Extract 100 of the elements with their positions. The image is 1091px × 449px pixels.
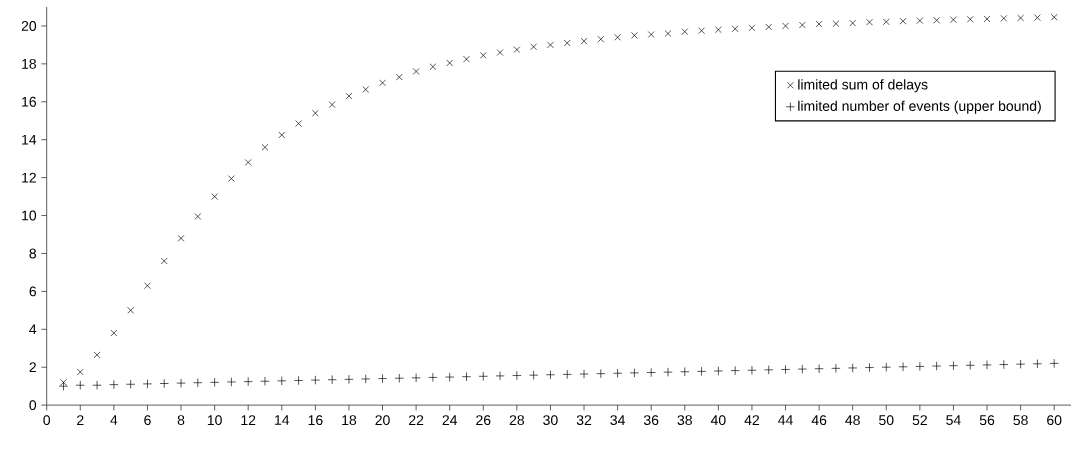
point — [915, 361, 925, 371]
point — [982, 360, 992, 370]
point — [193, 378, 203, 388]
legend-label: limited number of events (upper bound) — [798, 100, 1041, 114]
point — [226, 377, 237, 387]
point — [983, 15, 991, 23]
y-tick-label: 8 — [29, 248, 37, 259]
point — [765, 23, 773, 31]
point — [1032, 359, 1043, 369]
point — [596, 368, 606, 379]
point — [244, 159, 252, 166]
point — [698, 27, 705, 34]
x-tick-label: 56 — [979, 415, 995, 426]
point — [228, 175, 235, 182]
point — [815, 20, 823, 28]
x-tick-label: 18 — [342, 415, 357, 426]
point — [613, 368, 623, 378]
point — [848, 363, 858, 373]
point — [92, 380, 102, 390]
y-tick-label: 6 — [29, 286, 37, 297]
point — [831, 363, 841, 373]
point — [176, 378, 186, 388]
x-tick-label: 30 — [543, 415, 558, 426]
point — [730, 365, 740, 376]
point — [948, 361, 959, 371]
x-tick-label: 28 — [509, 415, 525, 426]
x-tick-label: 26 — [476, 415, 491, 426]
point — [681, 28, 689, 35]
x-tick-label: 14 — [275, 415, 290, 425]
point — [278, 131, 286, 139]
y-tick-label: 18 — [22, 58, 37, 69]
point — [461, 372, 472, 382]
point — [563, 39, 571, 47]
point — [58, 381, 69, 391]
point — [646, 367, 656, 378]
point — [446, 59, 454, 67]
point — [194, 213, 202, 220]
point — [512, 370, 522, 381]
point — [932, 361, 942, 371]
x-tick-label: 6 — [144, 415, 151, 426]
x-tick-label: 24 — [442, 415, 458, 425]
point — [463, 55, 470, 63]
point — [580, 37, 588, 45]
x-tick-label: 52 — [912, 415, 927, 426]
x-tick-label: 16 — [308, 415, 323, 426]
point — [394, 373, 404, 383]
point — [530, 43, 538, 51]
y-tick-label: 20 — [21, 20, 37, 31]
point — [127, 306, 135, 314]
point — [1016, 359, 1026, 369]
x-tick-label: 54 — [946, 415, 961, 425]
x-tick-label: 34 — [610, 415, 625, 426]
point — [478, 371, 488, 381]
x-tick-label: 48 — [845, 415, 860, 426]
x-tick-label: 2 — [77, 415, 84, 425]
point — [1050, 13, 1058, 21]
point — [312, 109, 319, 117]
point — [75, 380, 85, 390]
point — [345, 92, 353, 100]
point — [916, 17, 924, 24]
point — [899, 17, 907, 25]
x-tick-label: 4 — [110, 415, 118, 425]
x-tick-label: 58 — [1013, 415, 1028, 426]
point — [93, 351, 101, 359]
point — [429, 63, 437, 71]
point — [109, 379, 119, 390]
x-tick-label: 50 — [879, 415, 894, 426]
point — [798, 21, 806, 29]
x-tick-label: 40 — [710, 415, 726, 426]
point — [361, 374, 371, 384]
point — [629, 368, 640, 378]
x-tick-label: 12 — [241, 415, 256, 425]
point — [295, 120, 302, 127]
point — [579, 369, 589, 379]
point — [814, 364, 824, 374]
x-tick-label: 60 — [1047, 415, 1062, 426]
point — [965, 360, 975, 370]
point — [1049, 358, 1059, 368]
point — [797, 364, 807, 374]
x-tick-label: 36 — [643, 415, 659, 426]
point — [764, 365, 774, 375]
point — [849, 19, 857, 27]
x-tick-label: 8 — [177, 415, 185, 426]
point — [715, 26, 722, 34]
legend-label: limited sum of delays — [798, 79, 928, 93]
point — [597, 35, 605, 43]
point — [260, 376, 270, 386]
point — [680, 367, 690, 377]
point — [496, 49, 504, 56]
point — [210, 377, 220, 387]
point — [882, 18, 890, 26]
x-tick-label: 42 — [744, 415, 760, 425]
y-tick-label: 12 — [22, 172, 36, 183]
point — [428, 372, 438, 382]
point — [547, 41, 554, 49]
point — [411, 373, 421, 383]
point — [545, 370, 556, 380]
x-tick-label: 22 — [409, 415, 424, 425]
x-tick-label: 32 — [576, 415, 592, 426]
point — [614, 33, 621, 41]
